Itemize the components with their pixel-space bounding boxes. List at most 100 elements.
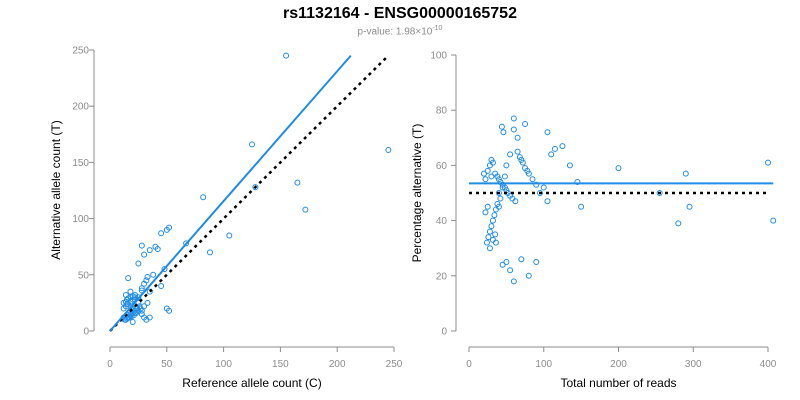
- data-point: [486, 162, 493, 169]
- data-point: [686, 203, 693, 210]
- data-point: [489, 236, 496, 243]
- reference-line: [109, 54, 390, 332]
- fit-line: [109, 54, 352, 332]
- p-value-exponent: -10: [432, 25, 443, 32]
- data-point: [488, 173, 495, 180]
- data-point: [512, 198, 519, 205]
- data-point: [615, 165, 622, 172]
- data-point: [484, 167, 491, 174]
- data-point: [495, 190, 502, 196]
- y-tick-label: 0: [441, 327, 447, 338]
- data-point: [302, 206, 309, 213]
- y-tick-label: 40: [436, 216, 448, 227]
- data-point: [510, 115, 517, 122]
- data-point: [252, 184, 259, 191]
- data-point: [125, 275, 132, 282]
- data-point: [537, 190, 544, 196]
- x-tick-label: 250: [386, 359, 403, 370]
- data-point: [138, 285, 145, 292]
- data-point: [503, 162, 510, 169]
- data-point: [540, 184, 547, 191]
- data-point: [548, 151, 555, 158]
- data-point: [507, 151, 514, 158]
- data-point: [158, 230, 165, 237]
- y-tick-label: 250: [72, 46, 89, 57]
- p-value-text: p-value: 1.98×10: [357, 26, 433, 38]
- data-point: [129, 319, 136, 326]
- data-point: [566, 162, 573, 169]
- y-tick-label: 50: [78, 270, 90, 281]
- data-point: [131, 294, 138, 301]
- data-point: [158, 283, 165, 290]
- data-point: [249, 141, 255, 148]
- data-point: [510, 278, 517, 285]
- data-point: [138, 242, 145, 249]
- data-point: [522, 121, 529, 127]
- data-point: [525, 170, 532, 177]
- x-tick-label: 0: [466, 359, 472, 370]
- data-point: [144, 274, 151, 281]
- data-point: [499, 184, 506, 191]
- x-axis-title: Reference allele count (C): [182, 376, 321, 390]
- data-point: [501, 173, 508, 180]
- data-point: [770, 217, 777, 224]
- x-axis-title: Total number of reads: [560, 376, 676, 390]
- data-point: [533, 181, 540, 188]
- data-point: [492, 231, 499, 238]
- p-value-subtitle: p-value: 1.98×10-10: [0, 25, 800, 37]
- data-point: [514, 148, 521, 155]
- x-tick-label: 100: [215, 359, 232, 370]
- data-point: [578, 203, 585, 210]
- data-point: [491, 212, 498, 219]
- data-point: [146, 288, 153, 295]
- y-tick-label: 80: [436, 106, 448, 117]
- data-point: [551, 145, 558, 152]
- data-point: [489, 159, 496, 166]
- y-tick-label: 20: [436, 271, 448, 282]
- data-point: [498, 123, 505, 130]
- data-point: [141, 251, 148, 258]
- page-title: rs1132164 - ENSG00000165752: [283, 5, 517, 22]
- y-tick-label: 60: [436, 161, 448, 172]
- data-point: [514, 134, 521, 141]
- data-point: [559, 143, 566, 150]
- percentage-alternative-scatter-panel: 0 100 200 300 400 0 20 40 60 80 100 Total number of…: [410, 51, 777, 391]
- y-tick-label: 100: [72, 214, 89, 225]
- y-axis-title: Alternative allele count (T): [49, 120, 63, 259]
- x-tick-label: 400: [760, 359, 777, 370]
- y-tick-label: 200: [72, 102, 89, 113]
- data-point: [206, 249, 213, 256]
- y-tick-label: 150: [72, 158, 89, 169]
- data-point: [146, 314, 153, 321]
- y-tick-label: 0: [83, 327, 89, 338]
- data-point: [765, 159, 771, 166]
- data-point: [226, 232, 233, 239]
- data-point: [283, 52, 290, 59]
- data-point: [135, 260, 142, 267]
- data-point: [482, 209, 489, 216]
- data-point: [166, 224, 173, 231]
- data-point: [122, 292, 129, 299]
- data-point: [161, 266, 168, 273]
- data-point: [544, 198, 551, 205]
- data-point: [482, 176, 489, 183]
- data-point: [488, 223, 495, 230]
- allele-count-scatter-panel: 0 50 100 150 200 250 0 50 100 150 200 250 Reference …: [49, 46, 403, 391]
- data-point: [500, 129, 507, 136]
- data-point: [656, 190, 663, 196]
- data-point: [485, 234, 492, 241]
- data-point: [507, 267, 514, 274]
- data-point: [294, 179, 301, 186]
- x-tick-label: 150: [272, 359, 289, 370]
- data-point: [484, 203, 491, 210]
- data-point: [495, 203, 502, 210]
- x-tick-label: 0: [107, 359, 113, 370]
- data-point: [492, 206, 499, 213]
- data-point: [519, 159, 526, 166]
- data-point: [200, 194, 207, 201]
- data-point: [544, 129, 551, 136]
- x-tick-label: 300: [685, 359, 702, 370]
- data-point: [529, 176, 536, 183]
